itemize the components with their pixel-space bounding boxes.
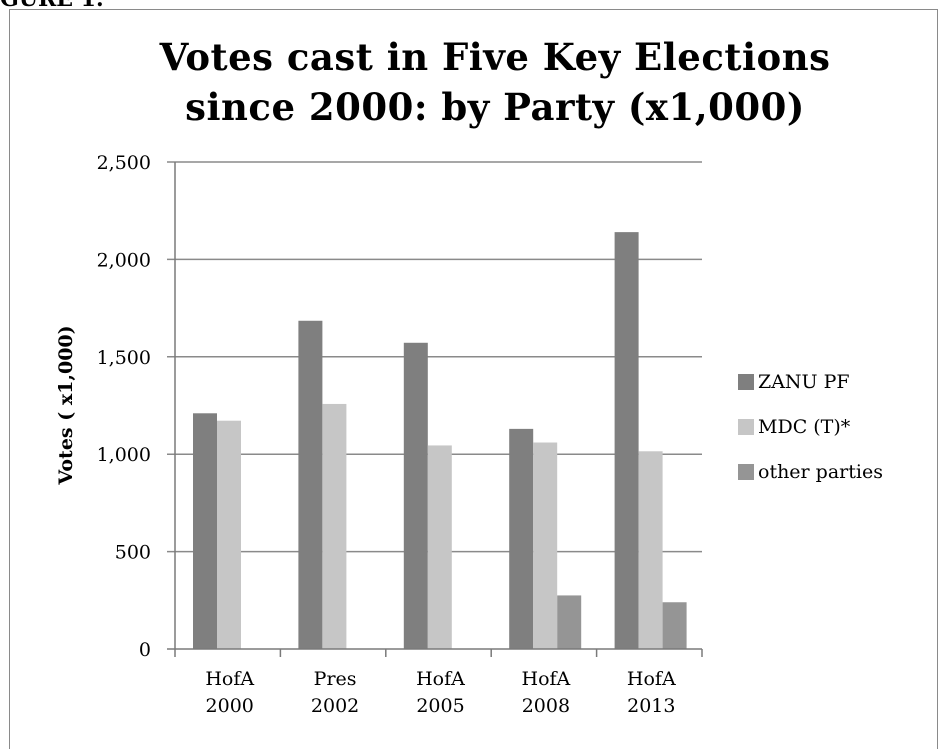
chart-title: Votes cast in Five Key Elections since 2… <box>60 32 930 132</box>
legend-swatch <box>738 419 754 435</box>
bars <box>193 232 687 650</box>
legend-label: other parties <box>758 461 883 483</box>
bar-other-parties <box>557 595 582 649</box>
y-tick-label: 500 <box>115 542 151 564</box>
legend-swatch <box>738 374 754 390</box>
y-tick-label: 0 <box>139 639 151 661</box>
y-tick-label: 1,500 <box>97 347 151 369</box>
x-tick-label: HofA <box>522 668 571 690</box>
x-tick-label: 2000 <box>206 695 254 717</box>
legend-label: ZANU PF <box>758 371 850 393</box>
x-tick-label: Pres <box>314 668 357 690</box>
y-tick-label: 2,500 <box>97 152 151 174</box>
bar-mdc-t <box>217 420 241 649</box>
bar-zanu-pf <box>614 232 639 650</box>
legend-label: MDC (T)* <box>758 416 851 438</box>
bar-mdc-t <box>533 442 558 649</box>
x-tick-label: 2002 <box>311 695 359 717</box>
bar-mdc-t <box>427 445 452 649</box>
bar-zanu-pf <box>193 413 217 649</box>
legend-swatch <box>738 464 754 480</box>
bar-zanu-pf <box>509 428 534 649</box>
y-tick-label: 2,000 <box>97 249 151 271</box>
x-tick-label: 2005 <box>416 695 464 717</box>
x-tick-label: 2013 <box>627 695 675 717</box>
x-tick-label: 2008 <box>522 695 570 717</box>
bar-chart: 0 500 1,000 1,500 2,000 2,500 HofA 2000 Pres 2002… <box>55 152 883 717</box>
chart-title-line-1: Votes cast in Five Key Elections <box>159 35 831 79</box>
x-tick-label: HofA <box>416 668 465 690</box>
chart-title-line-2: since 2000: by Party (x1,000) <box>185 85 805 129</box>
y-axis-label: Votes ( x1,000) <box>55 325 77 485</box>
bar-mdc-t <box>322 403 347 649</box>
bar-mdc-t <box>638 451 663 649</box>
bar-other-parties <box>662 602 687 649</box>
axes: 0 500 1,000 1,500 2,000 2,500 HofA 2000 Pres 2002… <box>97 152 703 717</box>
chart-frame <box>9 9 938 749</box>
y-tick-label: 1,000 <box>97 444 151 466</box>
x-tick-label: HofA <box>627 668 676 690</box>
legend: ZANU PF MDC (T)* other parties <box>738 371 883 483</box>
bar-zanu-pf <box>403 342 428 649</box>
bar-zanu-pf <box>298 320 323 649</box>
x-tick-label: HofA <box>205 668 254 690</box>
